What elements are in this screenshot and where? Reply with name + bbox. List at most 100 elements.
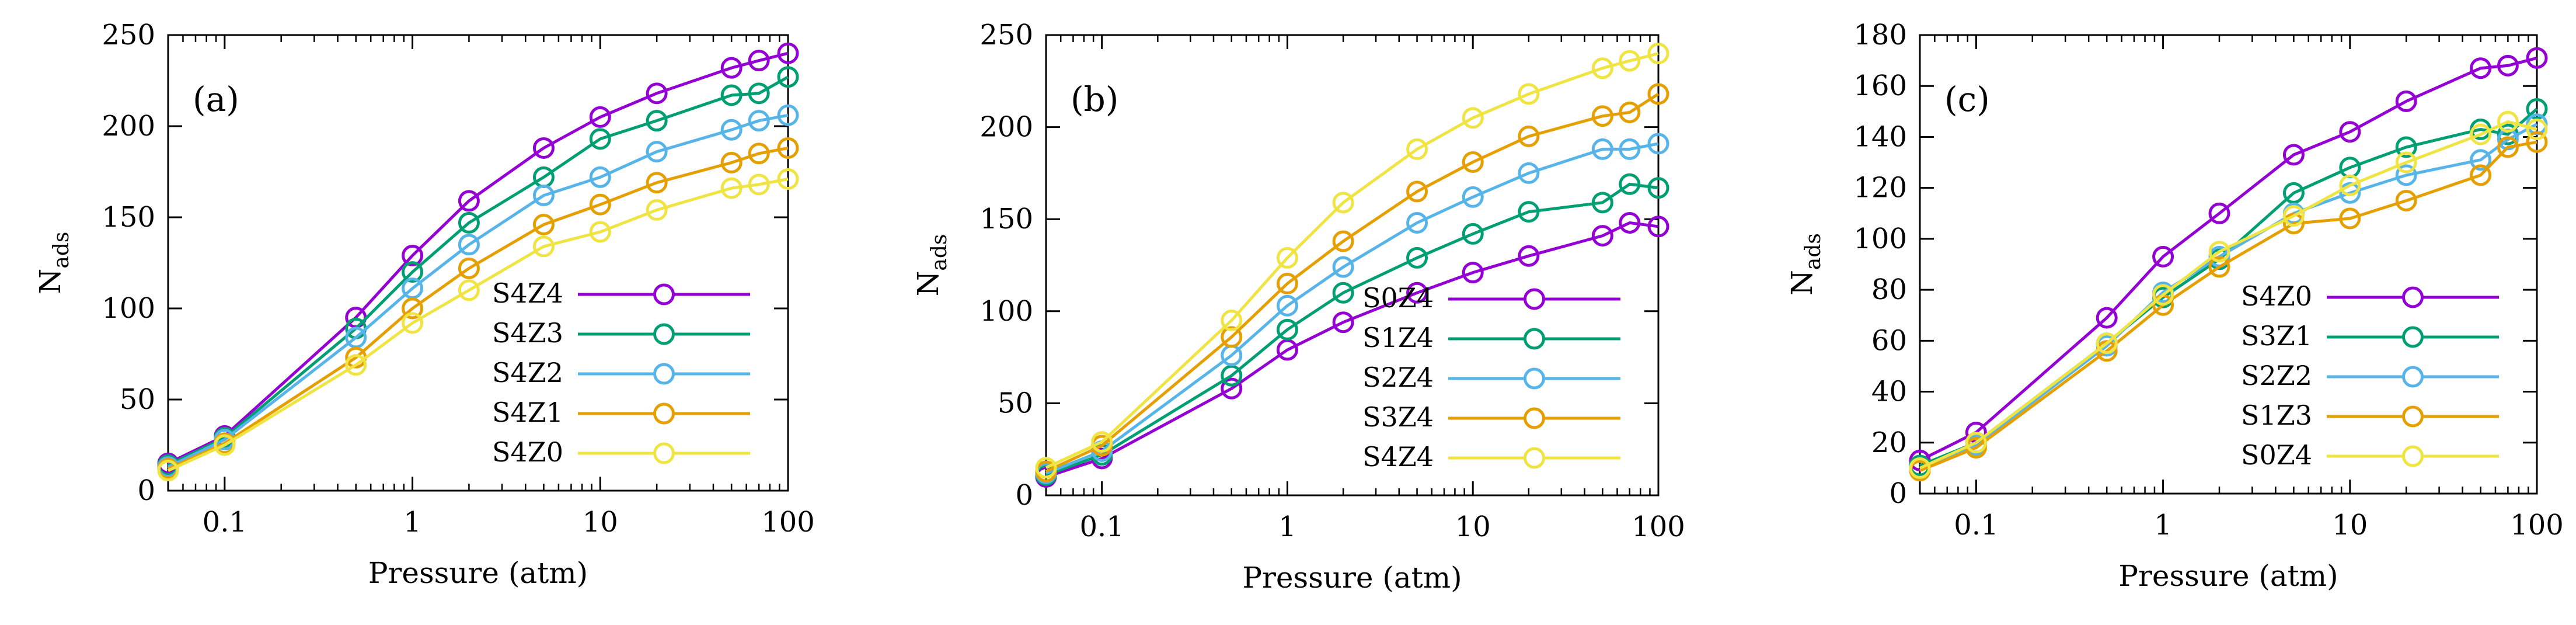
data-point [1462, 151, 1484, 173]
series-line [167, 51, 789, 465]
data-point [1332, 256, 1354, 278]
x-axis-title: Pressure (atm) [368, 556, 588, 590]
legend-marker [1524, 407, 1545, 429]
legend-marker [2402, 405, 2424, 428]
legend-marker [1524, 447, 1545, 469]
data-point [458, 257, 480, 279]
series-S4Z4 [1035, 43, 1669, 479]
legend-label: S1Z3 [2241, 400, 2312, 431]
data-point [1221, 364, 1243, 387]
legend-label: S0Z4 [2241, 439, 2312, 471]
y-tick-label: 250 [102, 19, 155, 51]
y-tick-label: 60 [1871, 324, 1907, 357]
data-point [589, 193, 611, 216]
series-S4Z2 [157, 104, 799, 478]
x-tick-label: 100 [1632, 511, 1685, 543]
plot-frame [1919, 34, 2538, 495]
legend-marker [653, 442, 675, 464]
series-line [1919, 107, 2538, 467]
data-point [777, 42, 799, 64]
data-point [2282, 182, 2305, 204]
data-point [157, 460, 179, 482]
data-point [1332, 282, 1354, 304]
data-point [1647, 216, 1669, 238]
data-point [748, 143, 770, 165]
y-tick-label: 150 [102, 201, 155, 234]
legend-marker [653, 283, 675, 305]
data-point [2395, 151, 2417, 173]
legend-label: S4Z4 [1362, 441, 1434, 473]
data-point [2497, 110, 2519, 133]
y-tick-label: 120 [1853, 172, 1907, 204]
panel-label: (b) [1071, 79, 1118, 119]
data-point [646, 141, 668, 163]
legend-entry: S2Z4 [1362, 362, 1620, 393]
legend-entry: S1Z4 [1362, 322, 1620, 353]
x-tick-label: 1 [1278, 511, 1296, 543]
legend-label: S2Z2 [2241, 360, 2312, 391]
series-line [1045, 92, 1660, 473]
data-point [532, 185, 555, 207]
y-tick-label: 200 [102, 110, 155, 143]
data-point [1406, 282, 1428, 304]
x-tick-label: 100 [761, 506, 815, 539]
y-tick-label: 50 [120, 383, 155, 416]
x-axis-title: Pressure (atm) [2118, 559, 2338, 593]
series-line [1045, 142, 1659, 475]
data-point [1221, 377, 1243, 400]
data-point [1647, 43, 1669, 65]
y-tick-label: 40 [1871, 376, 1907, 408]
data-point [1591, 225, 1613, 247]
y-axis-title-subscript: ads [50, 232, 74, 269]
y-tick-label: 150 [979, 203, 1033, 235]
data-point [2470, 57, 2492, 79]
data-point [1276, 246, 1298, 269]
y-axis-title-subscript: ads [1801, 233, 1825, 270]
data-point [1406, 212, 1428, 234]
data-point [1332, 230, 1354, 252]
data-point [1276, 294, 1298, 317]
y-axis-title: Nads [1785, 233, 1825, 296]
data-point [2497, 54, 2519, 77]
x-tick-label: 0.1 [1954, 509, 1998, 541]
y-axis-title-subscript: ads [928, 234, 951, 271]
data-point [646, 110, 668, 132]
data-point [1221, 310, 1243, 332]
data-point [1591, 138, 1613, 160]
data-point [777, 104, 799, 126]
legend-label: S2Z4 [1362, 362, 1434, 393]
data-point [458, 234, 480, 256]
data-point [748, 82, 770, 105]
y-tick-label: 80 [1871, 273, 1907, 306]
y-tick-label: 140 [1853, 120, 1907, 153]
data-point [748, 173, 770, 196]
data-point [2339, 174, 2361, 196]
data-point [1518, 162, 1540, 184]
data-point [720, 57, 743, 79]
x-tick-label: 100 [2510, 509, 2564, 541]
y-tick-label: 180 [1853, 19, 1907, 51]
panel-b: 0.1 1 10 100 0 50 100 150 200 250 Pressure (atm) Na… [911, 19, 1685, 595]
data-point [2152, 245, 2174, 268]
y-tick-label: 200 [979, 111, 1033, 144]
plot-frame [167, 34, 789, 492]
data-point [402, 245, 424, 267]
y-tick-label: 50 [998, 387, 1033, 419]
panel-c: 0.1 1 10 100 0 20 40 60 80 100 120 140 160 180 Pressur… [1785, 19, 2564, 593]
data-point [646, 82, 668, 105]
data-point [345, 354, 367, 376]
y-tick-label: 100 [1853, 223, 1907, 255]
x-tick-label: 10 [2332, 509, 2368, 541]
y-axis-title-main: N [911, 271, 945, 297]
legend-label: S1Z4 [1362, 322, 1434, 353]
legend-entry: S3Z1 [2241, 320, 2499, 352]
data-point [214, 434, 236, 456]
legend-label: S4Z0 [2241, 280, 2312, 312]
data-point [1406, 138, 1428, 160]
y-axis-title: Nads [33, 232, 74, 294]
data-point [458, 211, 480, 234]
data-point [1518, 245, 1540, 267]
data-point [2282, 205, 2305, 227]
x-axis-title: Pressure (atm) [1242, 561, 1462, 595]
